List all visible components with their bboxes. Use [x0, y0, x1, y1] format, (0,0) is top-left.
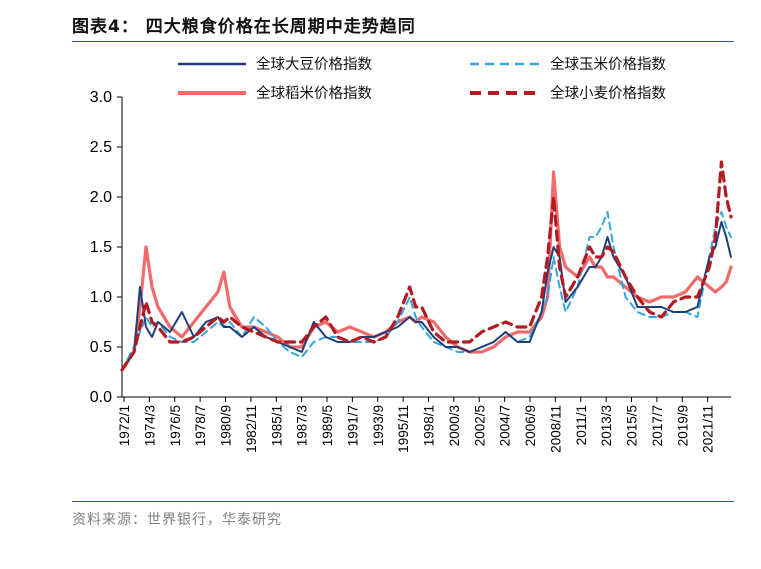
x-tick-label: 1985/1 [269, 405, 284, 446]
x-tick-label: 2013/3 [599, 405, 614, 446]
x-tick-label: 2008/11 [548, 405, 563, 453]
x-tick-label: 2006/9 [523, 405, 538, 446]
legend-label-wheat: 全球小麦价格指数 [550, 84, 666, 102]
x-tick-label: 1993/9 [371, 405, 386, 446]
x-tick-label: 1972/1 [117, 405, 132, 446]
x-tick-label: 1987/3 [295, 405, 310, 446]
x-tick-label: 1989/5 [320, 405, 335, 446]
x-tick-label: 1976/5 [168, 405, 183, 446]
x-tick-label: 1980/9 [219, 405, 234, 446]
y-tick-label: 0.5 [90, 339, 112, 356]
x-tick-label: 1991/7 [345, 405, 360, 446]
y-tick-label: 2.5 [90, 139, 112, 156]
title-rule [72, 41, 734, 42]
y-tick-label: 2.0 [90, 189, 112, 206]
x-tick-label: 2017/7 [650, 405, 665, 446]
x-tick-label: 1974/3 [142, 405, 157, 446]
x-tick-label: 2011/1 [574, 405, 589, 445]
x-tick-label: 1978/7 [193, 405, 208, 446]
x-tick-label: 2004/7 [498, 405, 513, 446]
series-line-rice [120, 170, 733, 372]
legend-label-soybean: 全球大豆价格指数 [256, 55, 372, 73]
y-tick-label: 1.5 [90, 239, 112, 256]
x-tick-label: 2021/11 [701, 405, 716, 453]
figure-title: 图表4： 四大粮食价格在长周期中走势趋同 [72, 17, 416, 37]
x-tick-label: 2002/5 [472, 405, 487, 446]
x-tick-label: 1982/11 [244, 405, 259, 453]
y-tick-label: 3.0 [90, 89, 112, 106]
series-line-corn [121, 211, 732, 371]
x-tick-label: 2000/3 [447, 405, 462, 446]
legend-label-corn: 全球玉米价格指数 [550, 55, 666, 73]
series-line-wheat [120, 160, 733, 372]
y-tick-label: 1.0 [90, 289, 112, 306]
x-tick-label: 1998/1 [422, 405, 437, 446]
footer-rule [72, 501, 734, 502]
x-tick-label: 2015/5 [625, 405, 640, 446]
x-tick-label: 1995/11 [396, 405, 411, 453]
x-tick-label: 2019/9 [675, 405, 690, 446]
y-tick-label: 0.0 [90, 389, 112, 406]
legend-label-rice: 全球稻米价格指数 [256, 84, 372, 102]
source-note: 资料来源：世界银行，华泰研究 [72, 512, 282, 528]
